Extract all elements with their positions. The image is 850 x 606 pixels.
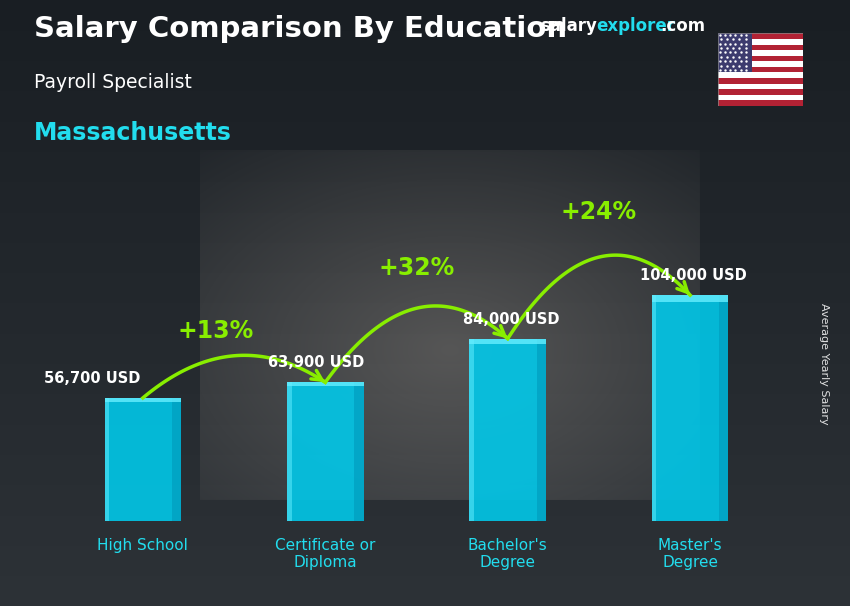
Text: Salary Comparison By Education: Salary Comparison By Education: [34, 15, 567, 43]
Bar: [105, 398, 109, 521]
Bar: [537, 339, 546, 521]
Bar: [718, 61, 803, 67]
Bar: [105, 398, 181, 402]
Text: +13%: +13%: [178, 319, 254, 342]
Text: salary: salary: [540, 17, 597, 35]
Text: Massachusetts: Massachusetts: [34, 121, 232, 145]
Bar: [719, 295, 728, 521]
Text: +32%: +32%: [378, 256, 455, 281]
Bar: [652, 295, 656, 521]
Text: +24%: +24%: [561, 200, 637, 224]
Bar: [718, 89, 803, 95]
Bar: [718, 73, 803, 78]
Bar: [469, 339, 546, 344]
Bar: [718, 101, 803, 106]
Bar: [287, 382, 292, 521]
Bar: [652, 295, 728, 521]
Bar: [354, 382, 364, 521]
Bar: [652, 295, 728, 302]
Text: 104,000 USD: 104,000 USD: [640, 268, 747, 283]
Bar: [718, 33, 803, 39]
Bar: [718, 50, 803, 56]
Bar: [718, 67, 803, 73]
Bar: [718, 39, 803, 44]
Bar: [718, 95, 803, 101]
Bar: [105, 398, 181, 521]
Bar: [718, 44, 803, 50]
Text: 84,000 USD: 84,000 USD: [463, 311, 559, 327]
Text: 56,700 USD: 56,700 USD: [43, 371, 140, 386]
Bar: [287, 382, 364, 387]
Bar: [718, 84, 803, 89]
Bar: [718, 56, 803, 61]
Bar: [172, 398, 181, 521]
Text: Payroll Specialist: Payroll Specialist: [34, 73, 192, 92]
Bar: [469, 339, 474, 521]
Bar: [718, 33, 752, 73]
Text: .com: .com: [660, 17, 706, 35]
Text: 63,900 USD: 63,900 USD: [268, 355, 365, 370]
Text: explorer: explorer: [597, 17, 676, 35]
Bar: [718, 78, 803, 84]
Text: Average Yearly Salary: Average Yearly Salary: [819, 303, 829, 424]
Bar: [469, 339, 546, 521]
Bar: [287, 382, 364, 521]
